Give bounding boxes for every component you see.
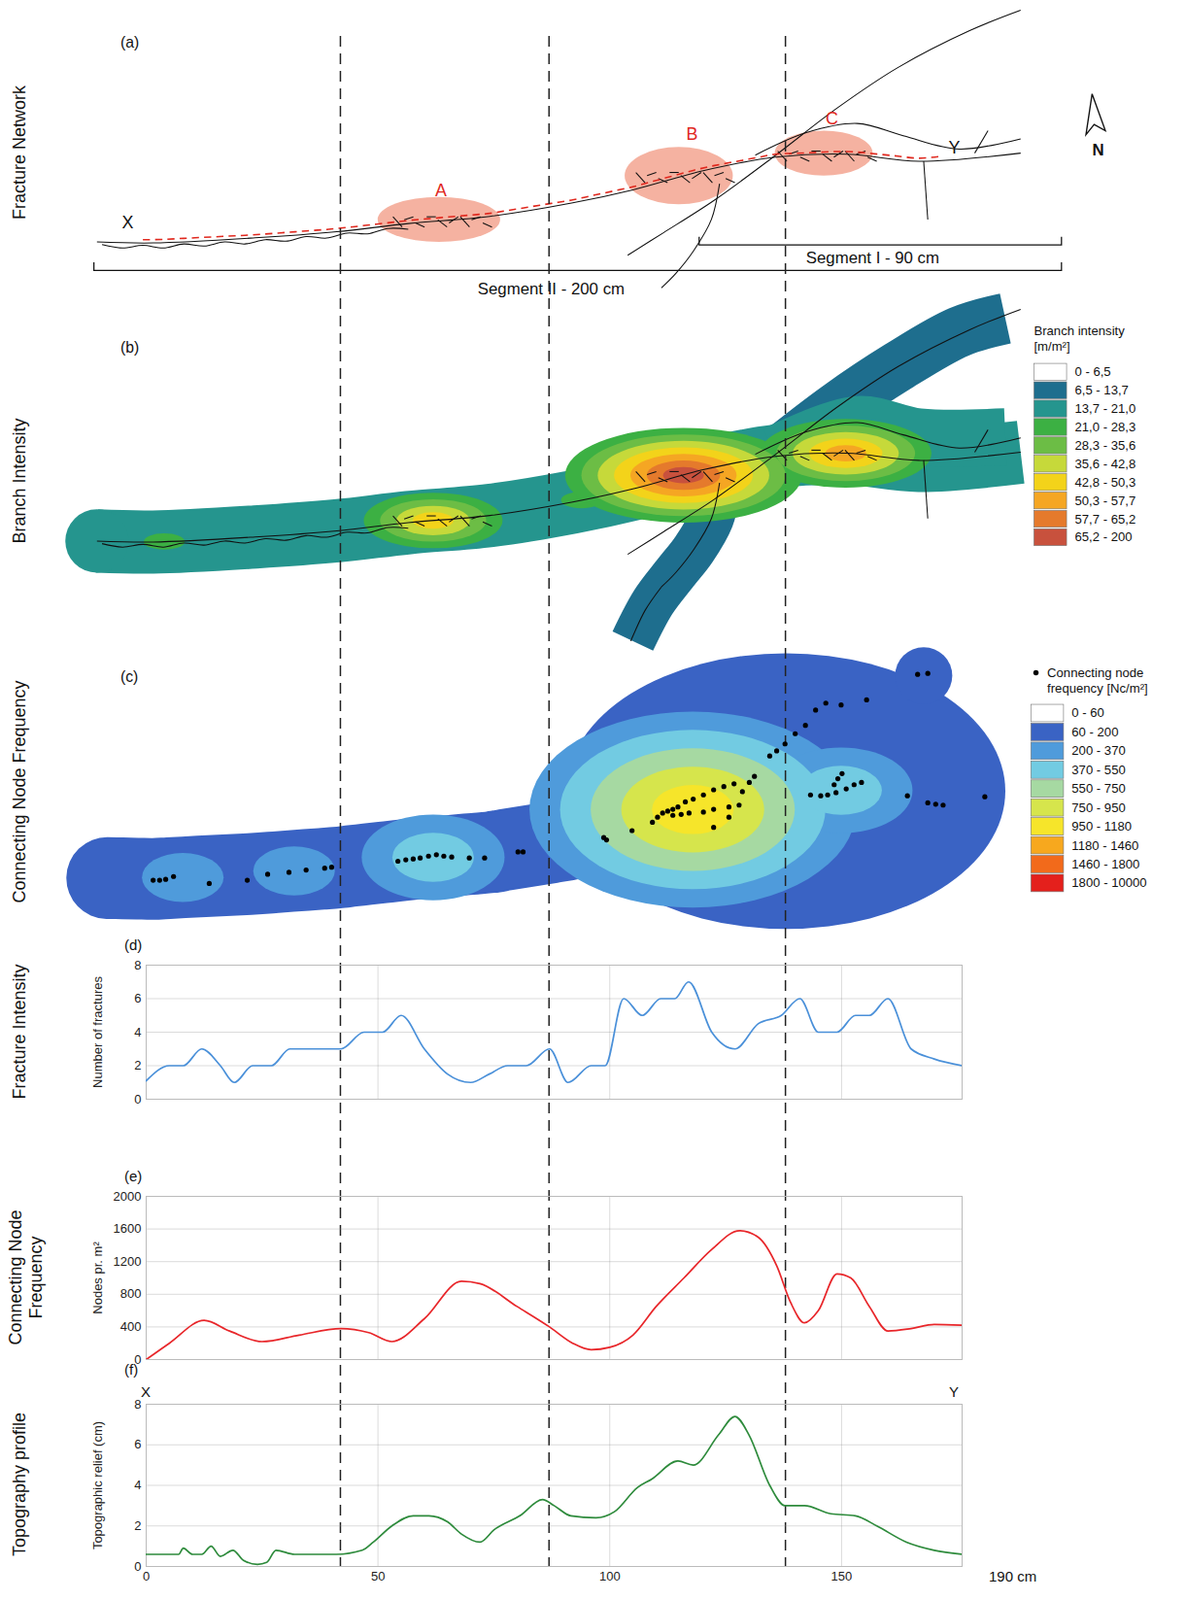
svg-text:6,5 - 13,7: 6,5 - 13,7 [1074, 382, 1128, 398]
svg-text:35,6 - 42,8: 35,6 - 42,8 [1074, 456, 1136, 472]
svg-text:Segment I - 90 cm: Segment I - 90 cm [806, 248, 940, 268]
svg-text:42,8 - 50,3: 42,8 - 50,3 [1074, 474, 1136, 490]
svg-text:Nodes pr. m²: Nodes pr. m² [90, 1241, 105, 1315]
svg-text:800: 800 [120, 1286, 142, 1301]
svg-text:1460 - 1800: 1460 - 1800 [1071, 856, 1140, 872]
svg-text:190 cm: 190 cm [988, 1567, 1037, 1585]
svg-text:0 - 6,5: 0 - 6,5 [1074, 364, 1111, 379]
svg-text:(c): (c) [120, 668, 138, 685]
svg-text:1800 - 10000: 1800 - 10000 [1071, 875, 1147, 890]
svg-text:57,7 - 65,2: 57,7 - 65,2 [1074, 511, 1136, 527]
svg-text:X: X [121, 212, 134, 233]
svg-text:Y: Y [948, 1383, 959, 1400]
svg-text:50,3 - 57,7: 50,3 - 57,7 [1074, 493, 1136, 509]
svg-text:370 - 550: 370 - 550 [1071, 762, 1125, 778]
svg-text:2: 2 [134, 1518, 141, 1533]
svg-text:750 - 950: 750 - 950 [1071, 800, 1125, 815]
svg-text:N: N [1092, 140, 1105, 160]
svg-text:(a): (a) [120, 33, 139, 51]
svg-text:50: 50 [371, 1568, 385, 1584]
svg-text:Segment II - 200 cm: Segment II - 200 cm [477, 279, 625, 299]
svg-text:X: X [140, 1383, 151, 1400]
svg-text:0: 0 [134, 1091, 141, 1107]
svg-text:150: 150 [831, 1568, 853, 1584]
svg-text:60 - 200: 60 - 200 [1071, 724, 1119, 740]
svg-text:Number of fractures: Number of fractures [90, 976, 105, 1088]
svg-text:(f): (f) [124, 1360, 139, 1378]
svg-text:6: 6 [134, 990, 141, 1006]
svg-text:Fracture Intensity: Fracture Intensity [9, 963, 30, 1099]
svg-text:2000: 2000 [113, 1188, 142, 1204]
svg-text:0: 0 [134, 1352, 141, 1367]
svg-text:1200: 1200 [113, 1253, 142, 1269]
svg-text:950 - 1180: 950 - 1180 [1071, 818, 1132, 834]
svg-text:Y: Y [948, 137, 961, 158]
svg-text:[m/m²]: [m/m²] [1033, 338, 1070, 354]
svg-text:4: 4 [134, 1477, 141, 1492]
svg-text:Branch Intensity: Branch Intensity [9, 417, 30, 543]
svg-text:(e): (e) [124, 1167, 142, 1185]
svg-text:200 - 370: 200 - 370 [1071, 743, 1125, 758]
svg-text:Connecting Node Frequency: Connecting Node Frequency [9, 679, 30, 903]
svg-text:frequency [Nc/m²]: frequency [Nc/m²] [1047, 680, 1149, 696]
svg-text:400: 400 [120, 1319, 142, 1334]
svg-text:8: 8 [134, 957, 141, 973]
svg-text:1600: 1600 [113, 1220, 142, 1236]
svg-text:Branch intensity: Branch intensity [1033, 323, 1125, 339]
svg-text:0: 0 [134, 1558, 141, 1574]
svg-text:21,0 - 28,3: 21,0 - 28,3 [1074, 419, 1136, 435]
svg-text:6: 6 [134, 1436, 141, 1452]
svg-text:0: 0 [142, 1568, 150, 1584]
svg-text:1180 - 1460: 1180 - 1460 [1071, 838, 1139, 853]
svg-text:Connecting Node: Connecting Node [5, 1209, 26, 1345]
svg-text:65,2 - 200: 65,2 - 200 [1074, 529, 1132, 544]
svg-text:B: B [685, 124, 698, 144]
svg-text:C: C [825, 108, 839, 129]
svg-text:0 - 60: 0 - 60 [1071, 705, 1105, 720]
svg-text:100: 100 [599, 1568, 621, 1584]
svg-text:Frequency: Frequency [26, 1235, 46, 1319]
svg-text:13,7 - 21,0: 13,7 - 21,0 [1074, 401, 1136, 416]
svg-text:Topography profile: Topography profile [9, 1412, 30, 1557]
svg-text:Fracture Network: Fracture Network [9, 84, 30, 220]
svg-text:Connecting node: Connecting node [1047, 665, 1144, 680]
svg-text:28,3 - 35,6: 28,3 - 35,6 [1074, 438, 1136, 453]
svg-text:A: A [435, 180, 447, 201]
svg-text:(d): (d) [124, 936, 142, 953]
svg-text:550 - 750: 550 - 750 [1071, 780, 1125, 796]
svg-text:8: 8 [134, 1396, 141, 1412]
svg-text:Topographic relief (cm): Topographic relief (cm) [90, 1421, 105, 1550]
svg-text:2: 2 [134, 1057, 141, 1073]
svg-text:4: 4 [134, 1024, 141, 1040]
svg-text:(b): (b) [120, 338, 139, 356]
